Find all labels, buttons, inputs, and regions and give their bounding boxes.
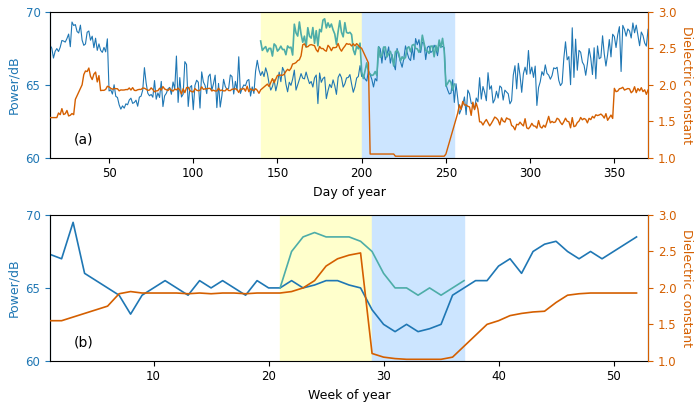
X-axis label: Day of year: Day of year <box>313 186 386 199</box>
Text: (b): (b) <box>74 335 94 349</box>
X-axis label: Week of year: Week of year <box>308 389 391 402</box>
Y-axis label: Power/dB: Power/dB <box>7 56 20 114</box>
Bar <box>280 215 372 361</box>
Y-axis label: Dielectric constant: Dielectric constant <box>680 26 693 144</box>
Bar <box>260 12 362 157</box>
Y-axis label: Dielectric constant: Dielectric constant <box>680 229 693 347</box>
Bar <box>362 12 454 157</box>
Text: (a): (a) <box>74 132 94 146</box>
Bar <box>372 215 464 361</box>
Y-axis label: Power/dB: Power/dB <box>7 258 20 317</box>
